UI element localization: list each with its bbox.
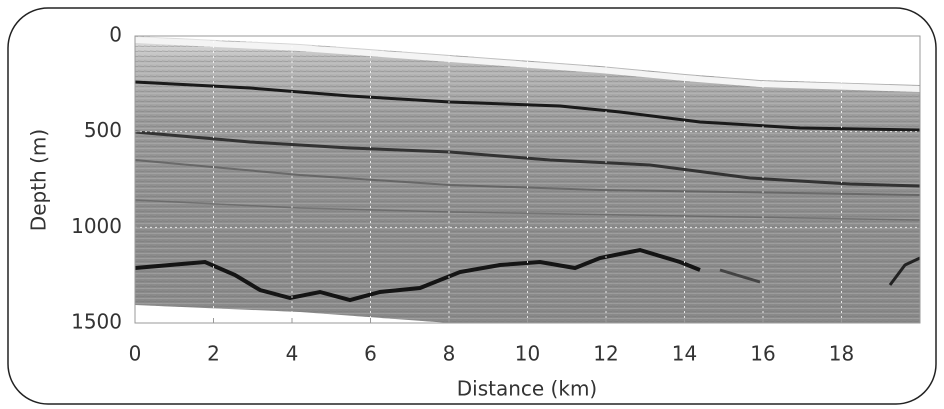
x-tick-label: 0 <box>129 342 142 366</box>
y-axis-title: Depth (m) <box>27 129 51 231</box>
x-axis-title: Distance (km) <box>457 377 597 401</box>
x-tick-label: 10 <box>515 342 540 366</box>
x-tick-label: 4 <box>286 342 299 366</box>
x-tick-label: 8 <box>443 342 456 366</box>
x-tick-label: 12 <box>593 342 618 366</box>
frame <box>7 7 937 405</box>
x-tick-label: 2 <box>207 342 220 366</box>
y-tick-label: 0 <box>109 23 122 47</box>
x-tick-label: 14 <box>672 342 697 366</box>
x-tick-label: 6 <box>364 342 377 366</box>
y-tick-label: 500 <box>84 118 122 142</box>
x-tick-label: 16 <box>750 342 775 366</box>
y-tick-label: 1500 <box>71 310 122 334</box>
x-tick-label: 18 <box>829 342 854 366</box>
radargram-image <box>135 36 920 323</box>
y-tick-label: 1000 <box>71 214 122 238</box>
